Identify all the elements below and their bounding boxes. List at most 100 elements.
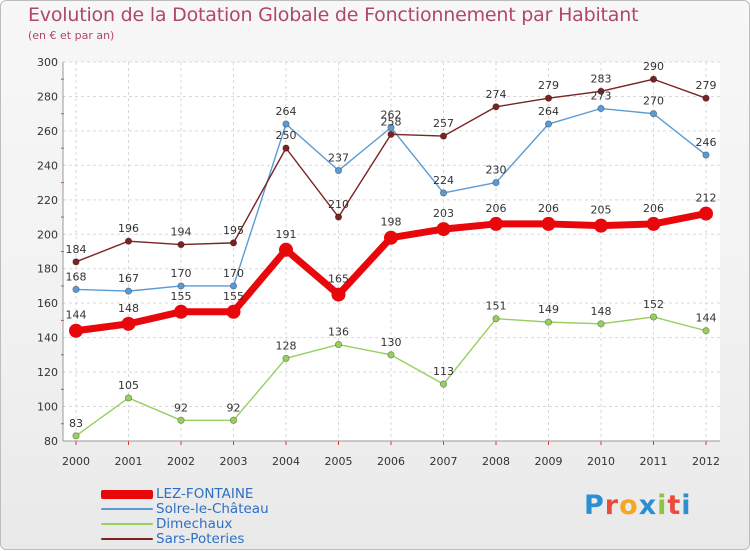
data-point (597, 320, 605, 328)
data-label: 250 (276, 129, 297, 142)
data-point (492, 178, 500, 187)
data-point (72, 258, 80, 266)
x-tick-label: 2002 (167, 455, 195, 468)
legend-label: Dimechaux (156, 516, 233, 532)
legend-label: Solre-le-Château (156, 501, 269, 517)
data-point (597, 104, 605, 113)
data-label: 196 (118, 222, 139, 235)
data-point (72, 285, 80, 293)
data-label: 168 (66, 270, 87, 283)
data-label: 148 (591, 305, 612, 318)
data-label: 148 (118, 302, 139, 315)
chart-subtitle: (en € et par an) (28, 29, 115, 42)
y-tick-label: 120 (37, 366, 58, 379)
data-point (229, 239, 238, 247)
y-tick-label: 180 (37, 263, 58, 276)
data-label: 128 (276, 339, 297, 352)
data-point (544, 94, 553, 102)
legend-swatch (101, 538, 153, 540)
data-label: 155 (171, 290, 192, 303)
data-label: 203 (433, 207, 454, 220)
data-label: 92 (227, 401, 241, 414)
data-label: 170 (171, 267, 192, 280)
data-point (229, 416, 238, 424)
data-point (649, 313, 658, 321)
y-tick-label: 280 (37, 90, 58, 103)
y-tick-label: 240 (37, 159, 58, 172)
y-tick-label: 140 (37, 332, 58, 345)
data-point (387, 123, 395, 132)
data-point (436, 222, 451, 237)
data-point (124, 237, 133, 245)
data-label: 105 (118, 379, 139, 392)
data-point (492, 103, 500, 111)
data-label: 224 (433, 174, 454, 187)
data-label: 151 (486, 300, 507, 313)
x-tick-label: 2006 (377, 455, 405, 468)
x-tick-label: 2010 (587, 455, 615, 468)
data-point (699, 206, 713, 221)
data-label: 198 (381, 216, 402, 229)
data-label: 206 (486, 202, 507, 215)
data-label: 194 (171, 226, 192, 239)
data-point (124, 394, 133, 402)
data-label: 92 (174, 401, 188, 414)
y-tick-label: 200 (37, 228, 58, 241)
data-point (387, 130, 395, 138)
chart-title: Evolution de la Dotation Globale de Fonc… (28, 4, 639, 26)
data-point (279, 242, 293, 257)
data-point (282, 144, 290, 152)
data-label: 283 (591, 72, 612, 85)
x-tick-label: 2009 (535, 455, 563, 468)
data-label: 205 (591, 204, 612, 217)
x-tick-label: 2011 (640, 455, 668, 468)
data-label: 206 (538, 202, 559, 215)
data-point (177, 241, 185, 249)
data-label: 144 (696, 312, 717, 325)
data-point (282, 120, 290, 128)
logo-letter: i (657, 490, 668, 521)
data-point (72, 432, 80, 440)
data-point (702, 151, 710, 159)
legend-label: Sars-Poteries (156, 531, 245, 547)
y-tick-label: 80 (44, 435, 58, 448)
data-label: 155 (223, 290, 244, 303)
x-tick-label: 2008 (482, 455, 510, 468)
data-point (334, 166, 343, 175)
logo-letter: i (681, 490, 692, 521)
data-point (649, 75, 658, 83)
data-point (229, 282, 238, 290)
data-label: 144 (66, 309, 87, 322)
series-layer (69, 75, 713, 440)
data-label-layer: 168 167 170 170 264 237 262 224 230 264 273 270 246 8… (66, 60, 717, 430)
data-label: 136 (328, 326, 349, 339)
data-point (544, 318, 553, 326)
data-point (702, 94, 710, 102)
data-point (439, 132, 448, 140)
data-point (544, 120, 553, 128)
x-tick-label: 2000 (62, 455, 90, 468)
data-point (331, 287, 346, 302)
data-point (226, 304, 241, 319)
data-point (177, 282, 185, 290)
y-tick-label: 220 (37, 194, 58, 207)
data-label: 264 (538, 105, 559, 118)
logo-letter: t (667, 490, 682, 521)
data-label: 246 (696, 136, 717, 149)
data-point (387, 351, 395, 359)
data-point (649, 110, 658, 118)
data-label: 83 (69, 417, 83, 430)
data-label: 210 (328, 198, 349, 211)
data-label: 273 (591, 90, 612, 103)
data-label: 237 (328, 152, 349, 165)
proxiti-logo: Proxiti (584, 490, 692, 521)
logo-letter: o (619, 490, 639, 521)
data-label: 262 (381, 108, 402, 121)
data-label: 258 (381, 115, 402, 128)
data-label: 152 (643, 298, 664, 311)
legend-swatch (101, 508, 153, 510)
data-point (174, 304, 188, 319)
data-point (177, 416, 185, 424)
data-label: 279 (696, 79, 717, 92)
